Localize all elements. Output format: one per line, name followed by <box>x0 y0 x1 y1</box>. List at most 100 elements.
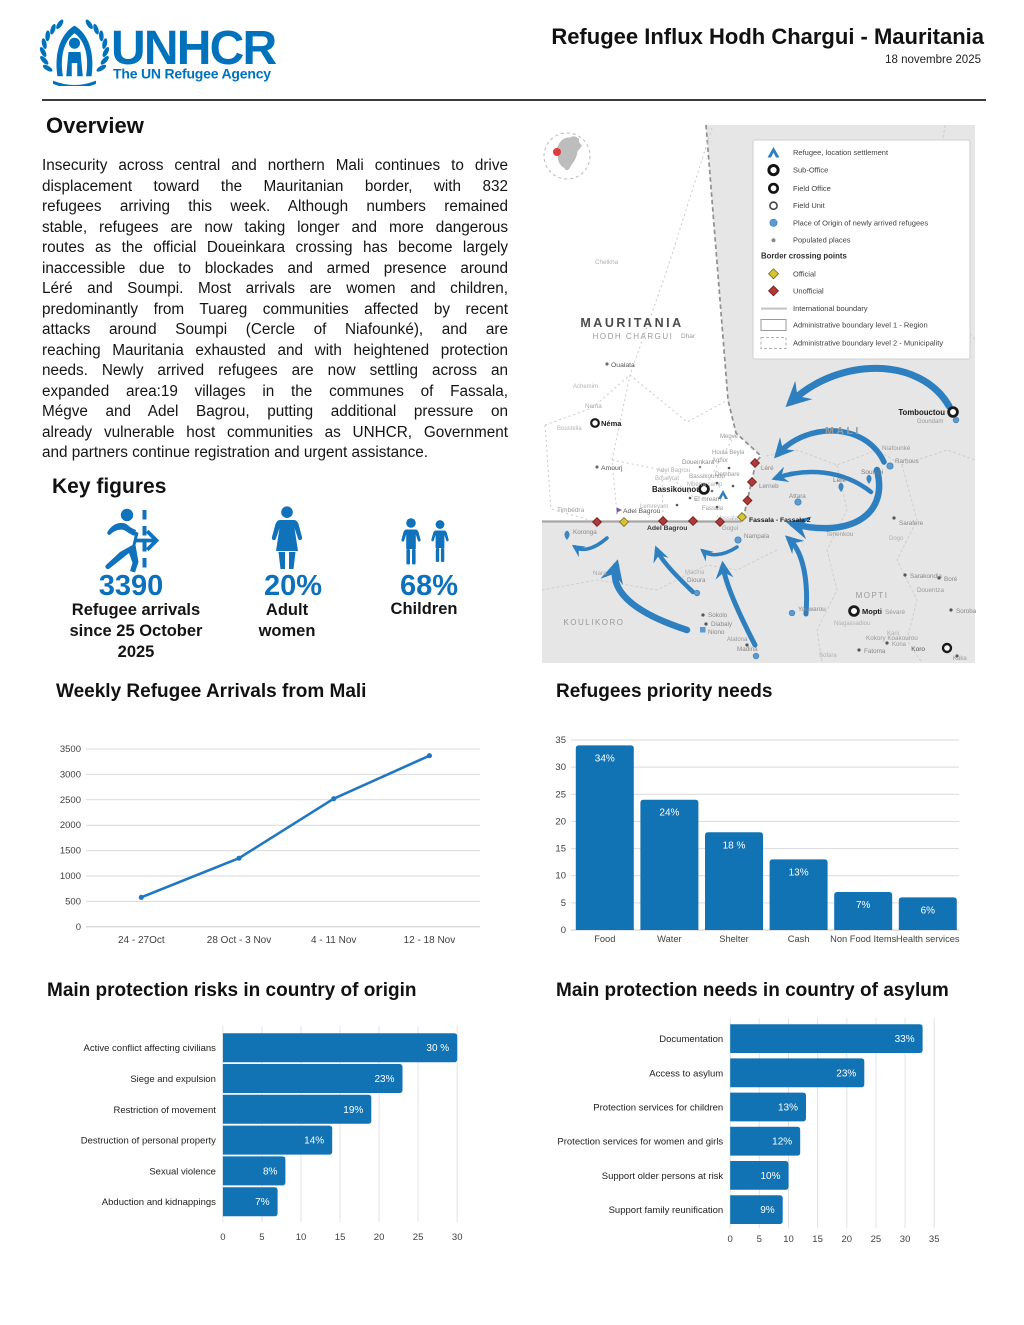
svg-text:Niono: Niono <box>708 629 725 636</box>
svg-text:MALI: MALI <box>825 425 861 437</box>
svg-text:Léré: Léré <box>833 477 846 484</box>
svg-text:Niafounké: Niafounké <box>882 445 911 452</box>
svg-text:Unofficial: Unofficial <box>793 286 824 295</box>
svg-text:Bassikounou: Bassikounou <box>689 473 726 480</box>
svg-text:Access to asylum: Access to asylum <box>649 1068 723 1079</box>
svg-text:Soroba: Soroba <box>956 608 977 615</box>
svg-text:International boundary: International boundary <box>793 304 868 313</box>
svg-text:Vassala: Vassala <box>717 516 739 522</box>
svg-text:The UN Refugee Agency: The UN Refugee Agency <box>113 66 271 82</box>
svg-text:0: 0 <box>220 1232 225 1243</box>
svg-text:Fassala: Fassala <box>702 506 724 512</box>
svg-text:Abduction and kidnappings: Abduction and kidnappings <box>102 1197 216 1208</box>
svg-text:Boueyrat: Boueyrat <box>655 476 679 482</box>
svg-text:Attara: Attara <box>789 493 806 500</box>
svg-text:Aghor: Aghor <box>712 458 728 464</box>
svg-text:Kona: Kona <box>892 642 907 648</box>
svg-text:Field Office: Field Office <box>793 184 831 193</box>
svg-text:Goundam: Goundam <box>917 419 943 425</box>
svg-text:MAURITANIA: MAURITANIA <box>580 316 683 330</box>
svg-text:Nara: Nara <box>593 570 607 577</box>
svg-text:Koronga: Koronga <box>573 529 597 536</box>
svg-text:Néma: Néma <box>601 419 622 428</box>
svg-text:25: 25 <box>413 1232 424 1243</box>
svg-text:10: 10 <box>783 1234 794 1245</box>
svg-text:Dioura: Dioura <box>687 577 706 584</box>
svg-text:0: 0 <box>728 1234 733 1245</box>
svg-text:Lerneb: Lerneb <box>759 483 779 490</box>
svg-text:0: 0 <box>561 925 566 936</box>
svg-text:Rarhous: Rarhous <box>895 458 919 465</box>
svg-text:Restriction of movement: Restriction of movement <box>113 1105 216 1116</box>
svg-text:7%: 7% <box>856 900 871 911</box>
svg-text:Niagassadiou: Niagassadiou <box>834 621 870 627</box>
svg-text:Nema: Nema <box>585 403 602 410</box>
svg-text:Fatoma: Fatoma <box>864 648 886 655</box>
svg-text:Official: Official <box>793 269 816 278</box>
svg-text:Water: Water <box>657 934 681 944</box>
svg-text:35: 35 <box>929 1234 940 1245</box>
svg-text:Border crossing points: Border crossing points <box>761 252 847 261</box>
svg-text:25: 25 <box>871 1234 882 1245</box>
svg-text:9%: 9% <box>760 1205 775 1216</box>
svg-text:Gogui: Gogui <box>722 526 738 532</box>
svg-text:Support family reunification: Support family reunification <box>609 1205 724 1216</box>
svg-text:Active conflict affecting civi: Active conflict affecting civilians <box>84 1043 217 1054</box>
svg-text:Sub-Office: Sub-Office <box>793 166 828 175</box>
svg-text:Macina: Macina <box>685 570 705 576</box>
svg-text:Amourj: Amourj <box>601 465 623 472</box>
svg-text:34%: 34% <box>595 753 615 764</box>
svg-text:1000: 1000 <box>60 871 81 882</box>
svg-text:HODH CHARGUI: HODH CHARGUI <box>593 332 674 341</box>
svg-text:Nampala: Nampala <box>744 533 770 540</box>
svg-text:7%: 7% <box>255 1197 270 1208</box>
svg-text:Sexual violence: Sexual violence <box>149 1166 216 1177</box>
svg-text:18 %: 18 % <box>723 840 746 851</box>
svg-text:1500: 1500 <box>60 846 81 857</box>
svg-text:Refugee, location settlement: Refugee, location settlement <box>793 148 889 157</box>
svg-text:Sofara: Sofara <box>819 653 837 659</box>
svg-text:Food: Food <box>594 934 615 944</box>
svg-text:Alatona: Alatona <box>727 637 748 643</box>
svg-text:30: 30 <box>555 762 566 773</box>
svg-text:Populated places: Populated places <box>793 236 851 245</box>
svg-text:15: 15 <box>335 1232 346 1243</box>
svg-text:Bassikounou: Bassikounou <box>652 485 701 494</box>
svg-text:Adel Bagrou: Adel Bagrou <box>657 468 690 474</box>
svg-text:4 - 11 Nov: 4 - 11 Nov <box>311 935 356 946</box>
svg-text:23%: 23% <box>374 1074 394 1085</box>
svg-text:Koro: Koro <box>911 646 925 653</box>
svg-text:Adel Bagrou: Adel Bagrou <box>647 525 687 532</box>
svg-text:19%: 19% <box>343 1105 363 1116</box>
svg-text:Dembare: Dembare <box>715 472 740 478</box>
svg-text:Support older persons at risk: Support older persons at risk <box>602 1171 724 1182</box>
svg-text:15: 15 <box>812 1234 823 1245</box>
svg-text:Tenenkou: Tenenkou <box>826 531 854 538</box>
svg-text:UNHCR: UNHCR <box>111 22 276 75</box>
svg-text:20: 20 <box>374 1232 385 1243</box>
svg-text:Boré: Boré <box>944 576 958 583</box>
svg-text:12%: 12% <box>772 1137 792 1148</box>
svg-text:5: 5 <box>561 898 566 909</box>
svg-text:3000: 3000 <box>60 769 81 780</box>
svg-text:Place of Origin of newly arriv: Place of Origin of newly arrived refugee… <box>793 218 928 227</box>
svg-text:Sarakondia: Sarakondia <box>910 573 942 580</box>
svg-text:Chelkha: Chelkha <box>595 259 619 266</box>
svg-text:30: 30 <box>900 1234 911 1245</box>
svg-text:Sokolo: Sokolo <box>708 612 728 619</box>
svg-text:Cash: Cash <box>788 934 810 944</box>
svg-text:Dhar: Dhar <box>681 333 696 340</box>
svg-text:Health services: Health services <box>896 934 960 944</box>
svg-text:KOULIKORO: KOULIKORO <box>563 618 624 627</box>
svg-text:Doueinkara: Doueinkara <box>682 459 715 466</box>
svg-text:14%: 14% <box>304 1136 324 1147</box>
svg-text:Mberra camp: Mberra camp <box>687 482 723 488</box>
svg-text:Léré: Léré <box>761 465 774 472</box>
svg-text:Tombouctou: Tombouctou <box>898 408 945 417</box>
svg-text:33%: 33% <box>895 1034 915 1045</box>
svg-text:Kokory Koakourou: Kokory Koakourou <box>866 635 918 642</box>
svg-text:Administrative boundary level: Administrative boundary level 2 - Munici… <box>793 339 943 348</box>
svg-text:Kani: Kani <box>887 631 899 637</box>
svg-text:8%: 8% <box>263 1166 278 1177</box>
svg-text:Fassala - Fassala 2: Fassala - Fassala 2 <box>749 517 811 524</box>
